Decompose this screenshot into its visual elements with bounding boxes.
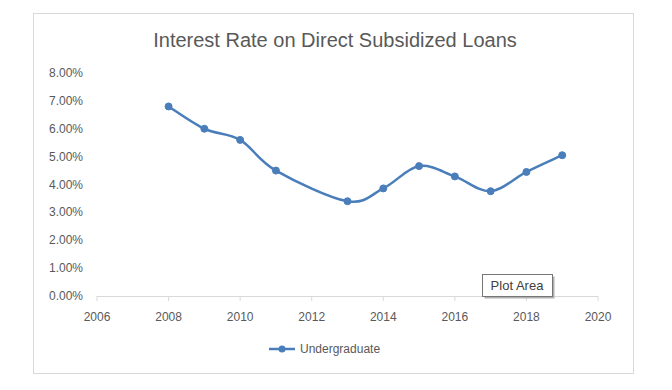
plot-area [165, 103, 566, 205]
x-tick [311, 296, 312, 301]
x-tick [168, 296, 169, 301]
y-tick-label: 5.00% [49, 150, 83, 164]
x-tick [97, 296, 98, 301]
tooltip-box [483, 275, 553, 297]
x-tick-label: 2016 [442, 310, 469, 324]
data-point [344, 198, 351, 205]
x-tick [240, 296, 241, 301]
x-tick-label: 2020 [585, 310, 612, 324]
data-point [559, 152, 566, 159]
data-point [451, 173, 458, 180]
y-tick-label: 4.00% [49, 178, 83, 192]
y-tick-label: 7.00% [49, 94, 83, 108]
x-tick-label: 2014 [370, 310, 397, 324]
y-tick-label: 0.00% [49, 289, 83, 303]
data-point [380, 185, 387, 192]
y-tick-label: 8.00% [49, 66, 83, 80]
annotation: Plot Area [491, 278, 545, 293]
series-line [169, 106, 563, 201]
y-tick-label: 6.00% [49, 122, 83, 136]
chart-title: Interest Rate on Direct Subsidized Loans [153, 29, 517, 51]
x-tick [383, 296, 384, 301]
y-tick-label: 2.00% [49, 233, 83, 247]
chart-frame [34, 14, 634, 374]
x-tick-label: 2018 [513, 310, 540, 324]
data-point [487, 188, 494, 195]
x-tick-label: 2008 [155, 310, 182, 324]
x-tick-label: 2012 [298, 310, 325, 324]
data-point [416, 163, 423, 170]
legend-marker [279, 346, 286, 353]
x-tick-label: 2006 [84, 310, 111, 324]
legend-label: Undergraduate [300, 342, 380, 356]
data-point [201, 125, 208, 132]
x-tick [454, 296, 455, 301]
y-tick-label: 3.00% [49, 205, 83, 219]
data-point [165, 103, 172, 110]
data-point [523, 168, 530, 175]
chart: Interest Rate on Direct Subsidized Loans… [0, 0, 672, 390]
data-point [237, 136, 244, 143]
y-tick-label: 1.00% [49, 261, 83, 275]
x-tick [598, 296, 599, 301]
data-point [272, 167, 279, 174]
x-tick-label: 2010 [227, 310, 254, 324]
